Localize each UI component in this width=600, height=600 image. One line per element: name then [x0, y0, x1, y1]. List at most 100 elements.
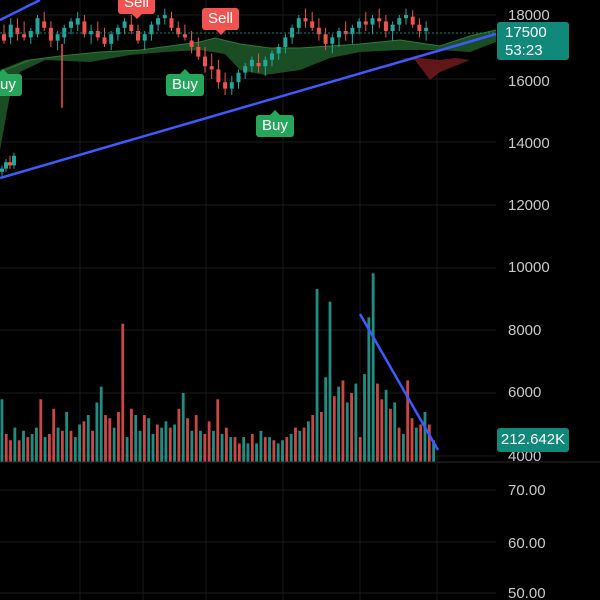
volume-bar: [4, 433, 8, 462]
volume-tick: 4000: [508, 448, 541, 465]
volume-bar: [121, 323, 125, 462]
candle-body: [417, 24, 422, 31]
volume-bar: [155, 424, 159, 462]
volume-bar: [242, 437, 246, 462]
candle-body: [383, 21, 388, 31]
volume-bar: [419, 424, 423, 462]
trendline-upper: [0, 0, 41, 22]
volume-bar: [432, 440, 435, 462]
volume-bar: [276, 443, 280, 462]
volume-bar: [272, 440, 276, 462]
price-tick: 14000: [508, 135, 550, 152]
volume-bar: [47, 433, 51, 462]
signal-arrow: [215, 30, 226, 35]
volume-bar: [414, 427, 418, 462]
candle-body: [263, 59, 268, 67]
candle-body: [35, 18, 40, 35]
volume-bar: [410, 418, 414, 462]
buy-signal[interactable]: Buy: [0, 69, 22, 96]
volume-bar: [168, 427, 172, 462]
candle-body: [236, 72, 241, 83]
candle-body: [337, 31, 341, 38]
volume-bar: [181, 393, 185, 462]
candle-body: [216, 69, 221, 83]
candle-body: [42, 21, 47, 28]
last-price-tag: 17500 53:23: [497, 22, 569, 60]
volume-bar: [255, 443, 259, 462]
candle-body: [196, 47, 201, 57]
candle-body: [229, 82, 234, 89]
volume-bar: [246, 443, 250, 462]
volume-bar: [220, 433, 224, 462]
volume-bar: [389, 408, 392, 462]
volume-bar: [207, 421, 211, 462]
volume-axis[interactable]: 8000 6000 4000: [508, 322, 541, 465]
volume-bar: [39, 399, 43, 462]
candle-body: [162, 15, 167, 19]
volume-bar: [423, 411, 427, 462]
cloud-bearish-area: [400, 58, 470, 80]
volume-bar: [203, 433, 207, 462]
sell-signal[interactable]: Sell: [118, 0, 156, 19]
volume-bar: [268, 437, 271, 462]
volume-bar: [194, 415, 198, 462]
candle-body: [0, 168, 4, 172]
volume-bar: [108, 418, 112, 462]
candle-body: [69, 21, 73, 28]
signal-label: Buy: [0, 76, 16, 93]
candle-body: [109, 34, 114, 44]
candle-body: [223, 82, 228, 89]
candle-body: [136, 31, 140, 41]
price-tick: 10000: [508, 259, 550, 276]
signal-arrow: [131, 14, 142, 19]
signal-label: Sell: [208, 10, 234, 27]
last-volume-tag: 212.642K: [497, 428, 569, 452]
oscillator-axis[interactable]: 70.00 60.00 50.00: [508, 482, 546, 600]
trendline-volume: [358, 313, 440, 451]
volume-bar: [237, 443, 241, 462]
candle-body: [4, 162, 8, 169]
buy-signal[interactable]: Buy: [166, 69, 204, 96]
sell-signal[interactable]: Sell: [202, 8, 240, 35]
volume-bar: [371, 273, 375, 462]
candle-body: [310, 21, 315, 28]
volume-bar: [224, 427, 228, 462]
volume-bar: [95, 402, 99, 462]
volume-bar: [376, 383, 379, 462]
trendline-rising: [0, 32, 497, 180]
candle-body: [28, 31, 33, 38]
signal-label: Sell: [124, 0, 150, 11]
volume-bar: [311, 415, 315, 462]
candle-body: [12, 155, 16, 166]
candle-body: [176, 27, 181, 35]
volume-bar: [138, 430, 142, 462]
volume-bar: [350, 393, 353, 462]
volume-bar: [285, 437, 289, 462]
price-tick: 16000: [508, 73, 550, 90]
price-candles: [0, 8, 429, 179]
candle-body: [189, 40, 194, 47]
volume-bar: [281, 440, 284, 462]
volume-bar: [91, 430, 94, 462]
candle-body: [424, 27, 429, 31]
volume-bar: [306, 421, 310, 462]
volume-bar: [315, 289, 319, 462]
cloud-edge-line: [0, 29, 497, 73]
volume-bar: [186, 418, 189, 462]
candle-body: [203, 56, 207, 67]
trendlines[interactable]: [0, 0, 497, 451]
price-axis[interactable]: 18000 16000 14000 12000 10000: [508, 7, 550, 276]
volume-bar: [319, 411, 323, 462]
volume-bar: [199, 430, 202, 462]
bar-countdown: 53:23: [505, 42, 543, 59]
candle-body: [256, 63, 261, 67]
volume-bar: [65, 411, 69, 462]
volume-bar: [337, 386, 341, 462]
volume-bar: [332, 396, 336, 462]
signal-arrow: [269, 110, 280, 115]
buy-signal[interactable]: Buy: [256, 110, 294, 137]
volume-bar: [56, 427, 60, 462]
volume-bar: [164, 421, 168, 462]
volume-bar: [393, 402, 397, 462]
